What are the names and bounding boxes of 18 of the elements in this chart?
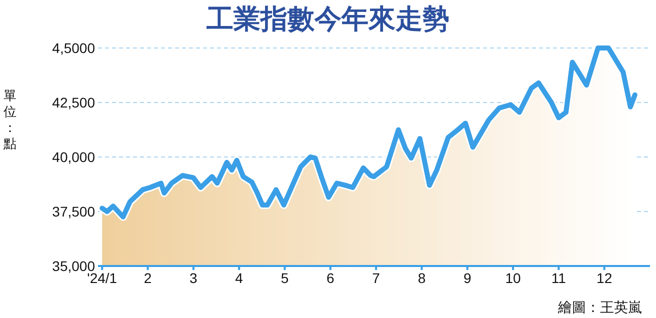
- x-tick-label: 4: [235, 270, 244, 286]
- y-tick-label: 4,5000: [52, 40, 96, 56]
- text: 繪圖：王英嵐: [557, 299, 642, 315]
- y-axis-title: 單位：點: [2, 88, 16, 151]
- y-tick-label: 40,000: [52, 149, 96, 165]
- x-tick-label: 3: [190, 270, 198, 286]
- x-tick-label: 11: [551, 270, 566, 286]
- x-tick-label: 10: [505, 270, 522, 286]
- x-tick-label: 7: [372, 270, 380, 286]
- x-tick-label: 12: [596, 270, 612, 286]
- x-tick-label: 8: [418, 270, 426, 286]
- y-tick-label: 42,500: [52, 94, 96, 110]
- y-tick-label: 37,500: [52, 204, 96, 220]
- chart-title: 工業指數今年來走勢: [206, 4, 450, 34]
- x-tick-label: 5: [280, 270, 289, 286]
- x-tick-label: 6: [326, 270, 334, 286]
- x-tick-label: 2: [144, 270, 152, 286]
- x-tick-label: 9: [463, 270, 472, 286]
